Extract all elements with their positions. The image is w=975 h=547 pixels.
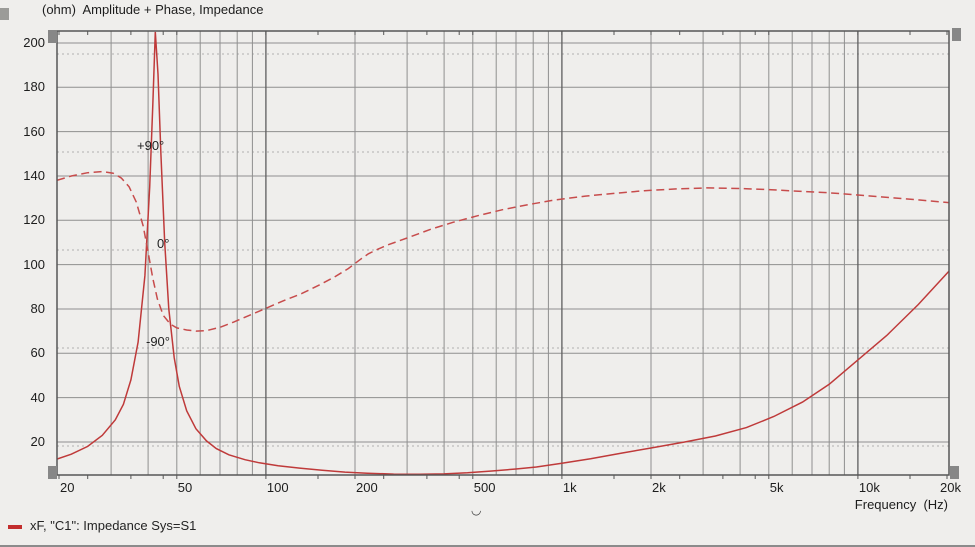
y-tick-label: 100 bbox=[23, 256, 45, 272]
x-tick-label: 50 bbox=[177, 480, 193, 495]
ui-fragment bbox=[0, 8, 9, 20]
y-tick-label: 160 bbox=[23, 123, 45, 139]
phase-label: +90° bbox=[137, 138, 165, 153]
legend-curve-marker bbox=[8, 525, 22, 529]
y-tick-label: 120 bbox=[23, 212, 45, 228]
y-tick-label: 40 bbox=[30, 389, 45, 405]
y-tick-label: 140 bbox=[23, 167, 45, 183]
x-tick-label: 20 bbox=[60, 480, 75, 495]
x-tick-label: 200 bbox=[356, 480, 378, 495]
y-tick-label: 80 bbox=[30, 300, 45, 316]
phase-label: -90° bbox=[146, 334, 170, 349]
y-tick-label: 180 bbox=[23, 79, 45, 95]
x-tick-label: 500 bbox=[473, 480, 496, 495]
y-tick-label: 200 bbox=[23, 34, 45, 50]
plot-corner-handle-top-right[interactable] bbox=[952, 28, 961, 41]
chart-title: (ohm) Amplitude + Phase, Impedance bbox=[42, 2, 264, 17]
x-tick-label: 5k bbox=[769, 480, 784, 495]
legend-label: xF, "C1": Impedance Sys=S1 bbox=[30, 518, 197, 533]
x-tick-label: 1k bbox=[562, 480, 577, 495]
x-tick-label: 2k bbox=[652, 480, 666, 495]
phase-label: 0° bbox=[157, 236, 170, 251]
plot-corner-handle-bottom-right[interactable] bbox=[950, 466, 959, 479]
x-tick-label: 10k bbox=[858, 480, 880, 495]
y-tick-label: 20 bbox=[30, 433, 45, 449]
y-tick-label: 60 bbox=[30, 345, 45, 361]
x-axis-title: Frequency (Hz) bbox=[854, 497, 948, 512]
x-tick-label: 20k bbox=[940, 480, 961, 495]
window-bottom-edge bbox=[0, 545, 975, 547]
x-tick-label: 100 bbox=[266, 480, 289, 495]
axis-cursor-marker: ◡ bbox=[471, 503, 482, 517]
plot-corner-handle-bottom-left[interactable] bbox=[48, 466, 57, 479]
plot-corner-handle-top-left[interactable] bbox=[48, 30, 57, 43]
